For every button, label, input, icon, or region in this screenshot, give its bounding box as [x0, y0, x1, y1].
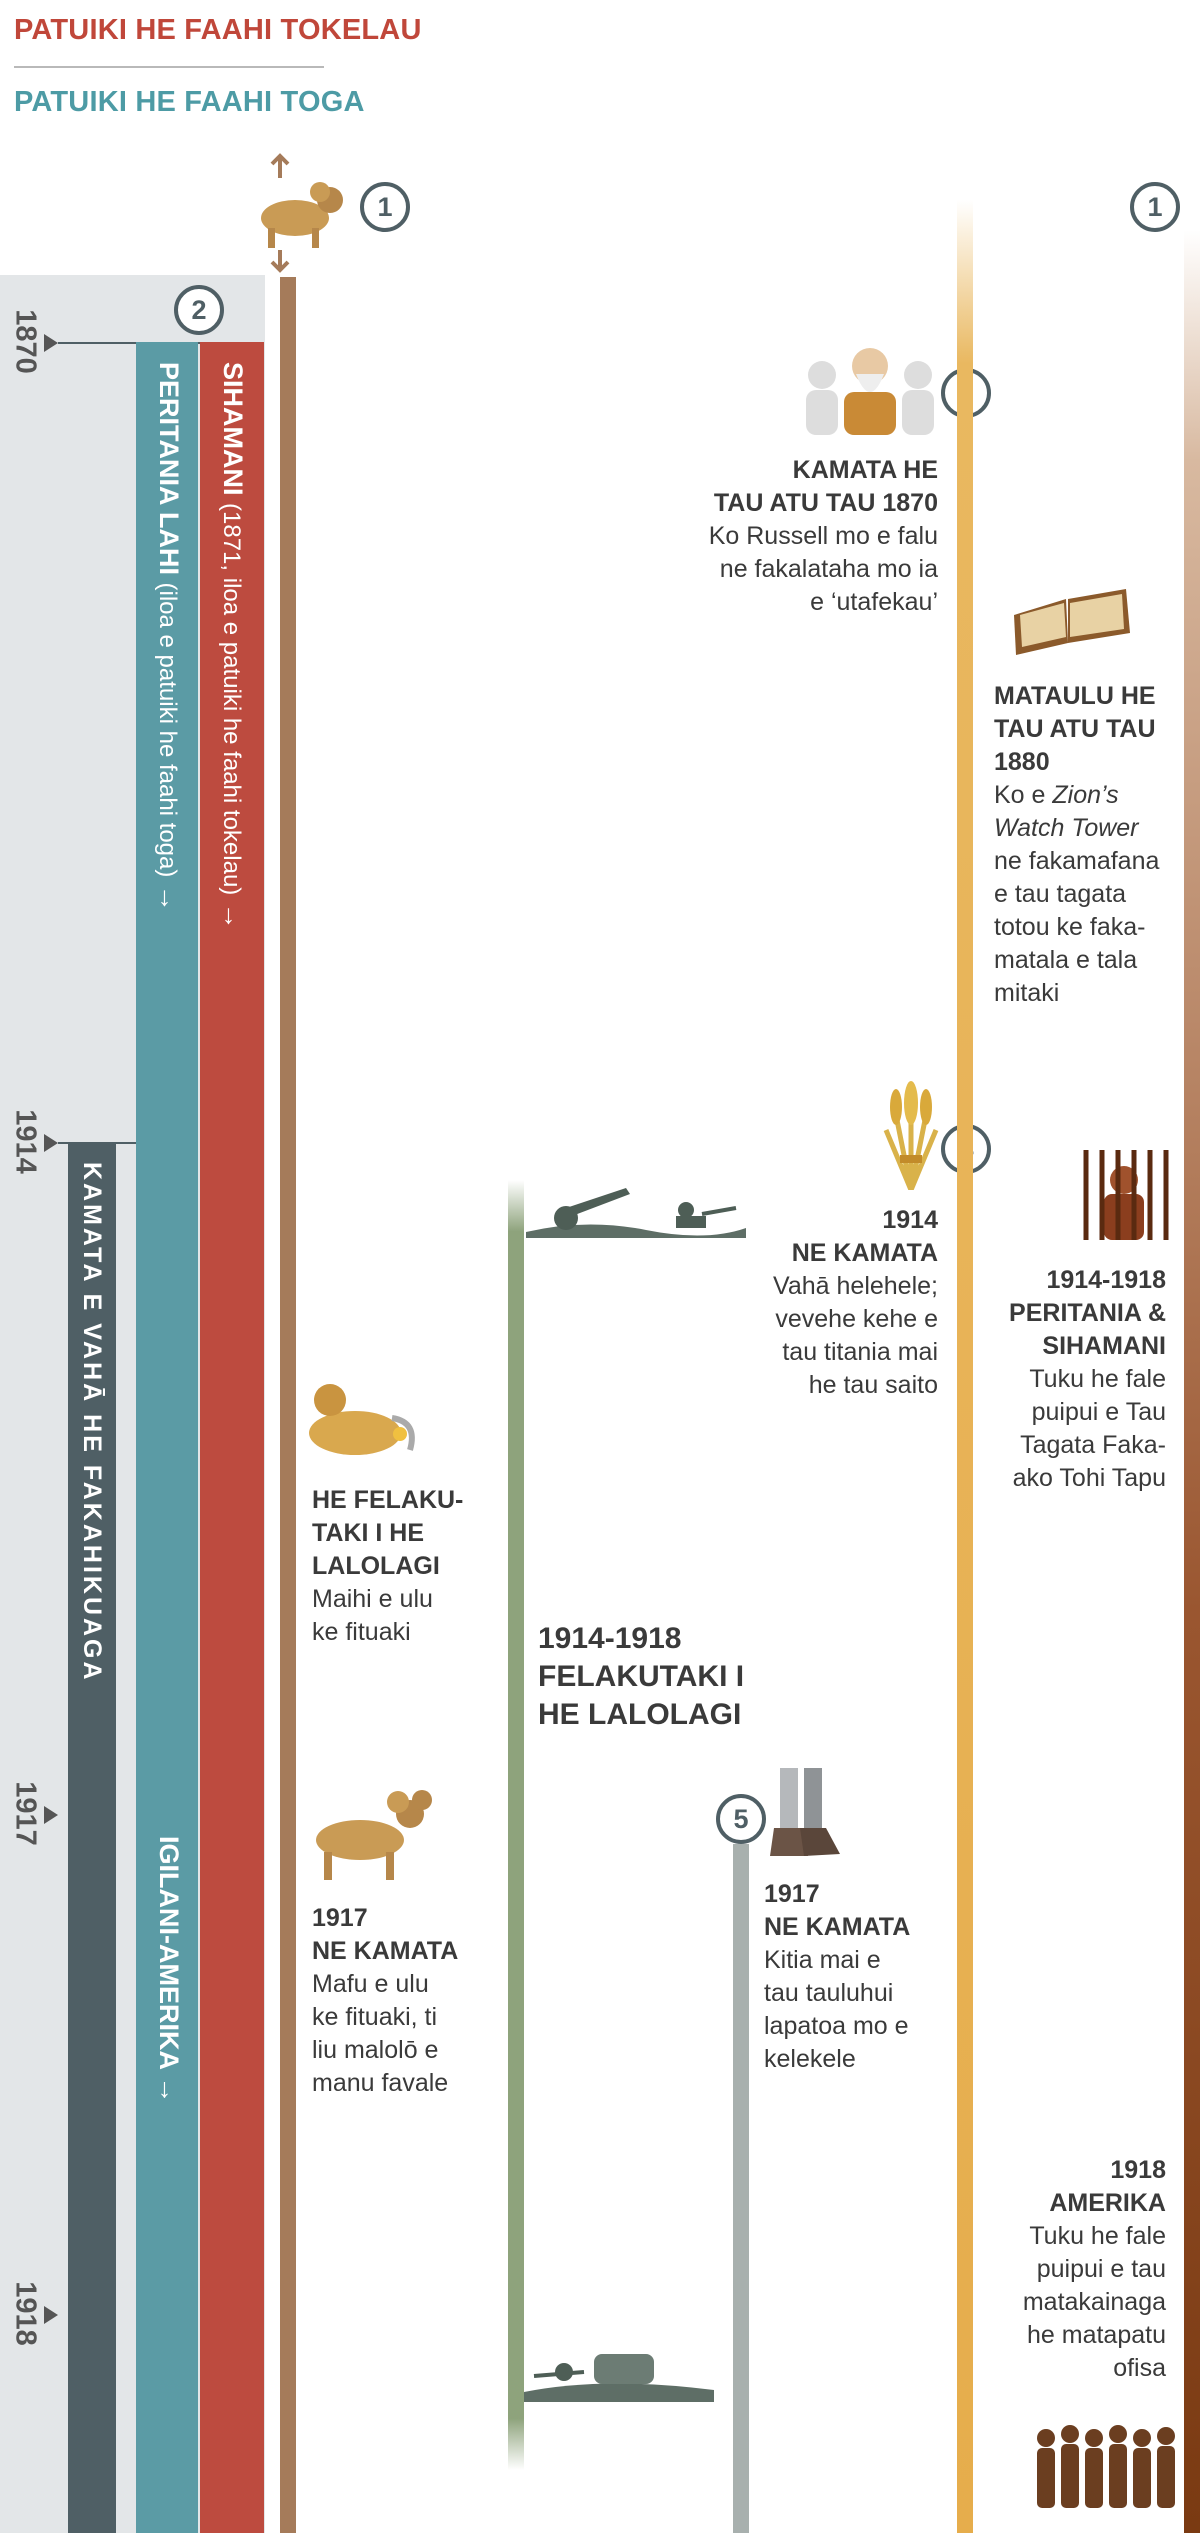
feet-icon [770, 1768, 840, 1856]
event-world-war-beast: HE FELAKU- TAKI I HE LALOLAGI Maihi e ul… [312, 1486, 464, 1646]
event-world-war: 1914-1918 FELAKUTAKI I HE LALOLAGI [538, 1622, 745, 1731]
group-icon [1037, 2425, 1175, 2508]
event-1914: 1914 NE KAMATA Vahā helehele; vevehe keh… [773, 1206, 938, 1399]
vaha-label: KAMATA E VAHĀ HE FAKAHIKUAGA [78, 1162, 106, 1683]
year-1917: 1917 [9, 1781, 42, 1846]
bar-sihamani [200, 342, 264, 2533]
year-1914: 1914 [9, 1109, 42, 1174]
marker-2: 2 [174, 285, 224, 335]
year-1918: 1918 [9, 2281, 42, 2346]
marker-1-beast: 1 [360, 182, 410, 232]
event-1917-feet: 1917 NE KAMATA Kitia mai e tau tauluhui … [764, 1880, 911, 2073]
year-1870-marker [44, 334, 58, 352]
beast-icon [261, 153, 343, 273]
legend-north: PATUIKI HE FAAHI TOKELAU [14, 14, 422, 46]
russell-icon [806, 348, 934, 435]
wounded-beast-icon [309, 1384, 415, 1455]
legend-divider [14, 66, 324, 68]
line-gold [957, 200, 973, 2533]
year-1870: 1870 [9, 309, 42, 374]
year-1914-marker [44, 1134, 58, 1152]
soldiers-icon [526, 1188, 746, 1238]
year-1917-marker [44, 1806, 58, 1824]
event-1918: 1918 AMERIKA Tuku he fale puipui e tau m… [1022, 2156, 1166, 2382]
line-brown [1184, 230, 1200, 2533]
bible-icon [1014, 589, 1130, 655]
event-1870: KAMATA HE TAU ATU TAU 1870 Ko Russell mo… [708, 456, 938, 616]
event-1914-1918-prison: 1914-1918 PERITANIA & SIHAMANI Tuku he f… [1009, 1266, 1166, 1492]
peritania-label: PERITANIA LAHI (iloa e patuiki he faahi … [154, 362, 184, 912]
marker-5: 5 [716, 1794, 766, 1844]
marker-1-right: 1 [1130, 182, 1180, 232]
bar-vaha-fakahikuaga [68, 1142, 116, 2533]
healed-beast-icon [316, 1790, 432, 1880]
line-green [508, 1180, 524, 2470]
line-gray [733, 1844, 749, 2533]
event-1917-beast: 1917 NE KAMATA Mafu e ulu ke fituaki, ti… [312, 1904, 459, 2097]
year-1918-marker [44, 2306, 58, 2324]
bar-peritania-lahi [136, 342, 198, 2533]
wheat-icon [883, 1081, 939, 1190]
bar-beast [280, 277, 296, 2533]
soldiers-bottom-icon [524, 2354, 714, 2402]
igilani-label: IGILANI-AMERIKA → [154, 1836, 184, 2104]
prisoner-icon [1083, 1150, 1169, 1240]
event-1880: MATAULU HE TAU ATU TAU 1880 Ko e Zion’s … [994, 682, 1160, 1007]
sihamani-label: SIHAMANI (1871, iloa e patuiki he faahi … [218, 362, 248, 930]
legend-south: PATUIKI HE FAAHI TOGA [14, 86, 365, 118]
